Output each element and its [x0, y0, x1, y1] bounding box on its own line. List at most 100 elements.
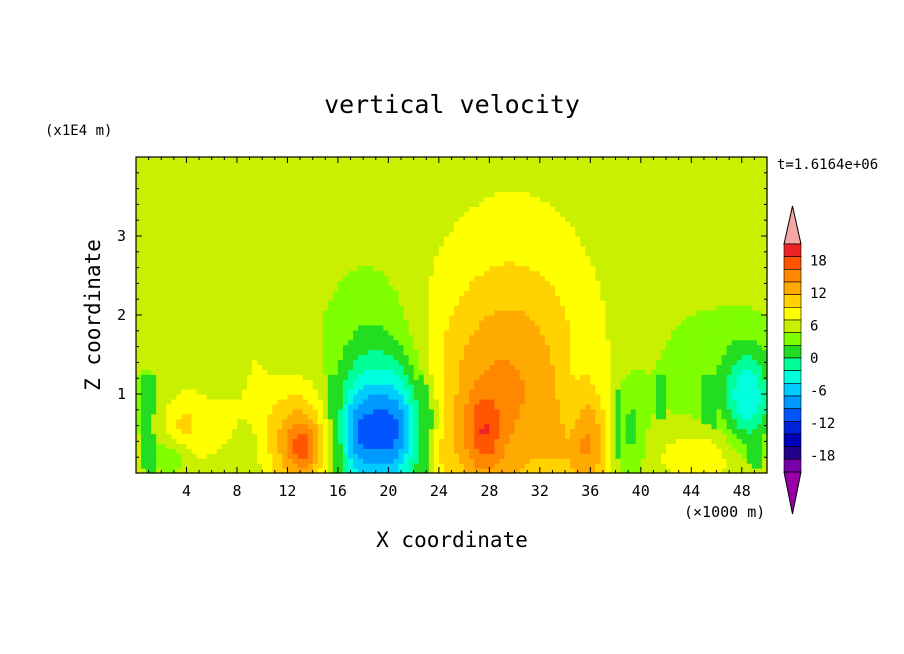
- field-cell: [640, 433, 647, 440]
- field-cell: [474, 403, 480, 410]
- field-cell: [236, 413, 243, 420]
- field-cell: [166, 423, 172, 430]
- field-cell: [247, 458, 253, 464]
- field-cell: [403, 359, 410, 365]
- field-cell: [499, 290, 506, 296]
- field-cell: [721, 423, 728, 430]
- field-cell: [312, 428, 319, 435]
- field-cell: [711, 275, 718, 282]
- field-cell: [469, 280, 475, 286]
- field-cell: [292, 438, 299, 444]
- field-cell: [206, 438, 213, 444]
- field-cell: [640, 285, 647, 291]
- field-cell: [736, 403, 743, 410]
- field-cell: [474, 315, 480, 321]
- field-cell: [353, 349, 359, 356]
- field-cell: [701, 379, 708, 385]
- field-cell: [666, 339, 672, 346]
- field-cell: [403, 310, 410, 316]
- field-cell: [302, 349, 309, 356]
- field-cell: [398, 448, 405, 454]
- field-cell: [600, 339, 607, 346]
- field-cell: [479, 443, 485, 449]
- field-cell: [610, 438, 617, 444]
- field-cell: [353, 468, 359, 474]
- field-cell: [484, 408, 490, 415]
- field-cell: [282, 315, 289, 321]
- field-cell: [706, 359, 713, 365]
- field-cell: [580, 433, 586, 440]
- field-cell: [499, 389, 506, 395]
- field-cell: [181, 443, 188, 449]
- field-cell: [438, 443, 445, 449]
- field-cell: [383, 443, 389, 449]
- field-cell: [716, 339, 723, 346]
- field-cell: [539, 295, 546, 301]
- field-cell: [176, 389, 183, 395]
- field-cell: [287, 280, 294, 286]
- field-cell: [751, 329, 758, 336]
- field-cell: [302, 295, 309, 301]
- field-cell: [201, 374, 208, 380]
- field-cell: [443, 463, 450, 469]
- field-cell: [761, 463, 768, 469]
- field-cell: [151, 295, 157, 301]
- field-cell: [620, 379, 627, 385]
- field-cell: [287, 334, 294, 341]
- field-cell: [741, 374, 748, 380]
- field-cell: [681, 463, 687, 469]
- field-cell: [196, 458, 203, 464]
- field-cell: [448, 310, 455, 316]
- field-cell: [443, 448, 450, 454]
- field-cell: [615, 300, 622, 306]
- field-cell: [342, 433, 349, 440]
- field-cell: [620, 394, 627, 400]
- field-cell: [448, 453, 455, 459]
- field-cell: [544, 389, 551, 395]
- field-cell: [317, 389, 324, 395]
- field-cell: [585, 305, 591, 311]
- field-cell: [146, 398, 152, 405]
- field-cell: [388, 438, 395, 444]
- field-cell: [660, 408, 667, 415]
- field-cell: [635, 339, 642, 346]
- field-cell: [236, 458, 243, 464]
- field-cell: [342, 438, 349, 444]
- field-cell: [595, 398, 602, 405]
- field-cell: [181, 344, 188, 351]
- field-cell: [666, 379, 672, 385]
- field-cell: [544, 339, 551, 346]
- field-cell: [519, 389, 526, 395]
- field-cell: [645, 379, 652, 385]
- field-cell: [287, 310, 294, 316]
- field-cell: [302, 394, 309, 400]
- field-cell: [312, 310, 319, 316]
- field-cell: [282, 329, 289, 336]
- field-cell: [484, 443, 490, 449]
- field-cell: [322, 339, 329, 346]
- field-cell: [610, 349, 617, 356]
- field-cell: [660, 344, 667, 351]
- field-cell: [257, 398, 263, 405]
- field-cell: [701, 285, 708, 291]
- field-cell: [676, 364, 682, 370]
- field-cell: [686, 438, 692, 444]
- field-cell: [247, 433, 253, 440]
- field-cell: [706, 458, 713, 464]
- field-cell: [509, 403, 516, 410]
- field-cell: [751, 374, 758, 380]
- field-cell: [610, 468, 617, 474]
- field-cell: [428, 403, 435, 410]
- field-cell: [438, 290, 445, 296]
- field-cell: [393, 344, 400, 351]
- field-cell: [459, 349, 465, 356]
- field-cell: [136, 468, 142, 474]
- field-cell: [166, 374, 172, 380]
- field-cell: [302, 305, 309, 311]
- field-cell: [625, 305, 632, 311]
- field-cell: [267, 364, 273, 370]
- field-cell: [625, 433, 632, 440]
- field-cell: [494, 315, 501, 321]
- field-cell: [560, 324, 566, 331]
- field-cell: [544, 433, 551, 440]
